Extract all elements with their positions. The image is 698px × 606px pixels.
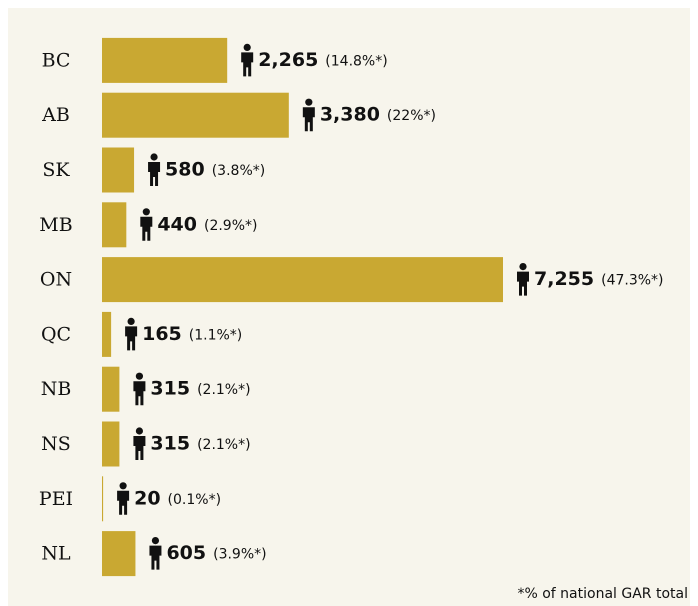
value-label: 2,265 <box>258 49 318 71</box>
value-label: 315 <box>150 433 190 455</box>
bar <box>102 202 127 248</box>
icon-body <box>133 381 146 406</box>
icon-body <box>125 326 138 351</box>
share-label: (3.8%*) <box>212 163 266 179</box>
bar <box>102 476 104 522</box>
icon-head <box>305 98 313 106</box>
share-label: (2.1%*) <box>197 382 251 398</box>
icon-head <box>243 43 251 51</box>
icon-head <box>151 537 160 545</box>
category-label: NB <box>41 378 72 400</box>
share-label: (47.3%*) <box>601 273 663 289</box>
icon-body <box>148 162 161 186</box>
icon-head <box>119 482 127 490</box>
value-label: 165 <box>142 323 182 345</box>
bar <box>102 366 120 412</box>
share-label: (1.1%*) <box>189 327 243 343</box>
person-icon <box>149 537 162 570</box>
icon-body <box>117 490 130 515</box>
person-icon <box>140 208 153 241</box>
icon-body <box>241 52 254 77</box>
category-label: ON <box>40 269 72 291</box>
share-label: (22%*) <box>387 108 436 124</box>
icon-body <box>149 545 162 570</box>
value-label: 20 <box>134 487 160 509</box>
icon-head <box>135 427 144 435</box>
bar <box>102 311 112 357</box>
category-label: PEI <box>39 488 73 510</box>
share-label: (2.1%*) <box>197 437 251 453</box>
bar <box>102 421 120 467</box>
icon-head <box>142 208 150 216</box>
share-label: (14.8%*) <box>325 53 387 69</box>
person-icon <box>133 372 146 406</box>
bar <box>102 531 136 577</box>
category-label: NL <box>41 543 71 565</box>
person-icon <box>125 317 138 351</box>
value-label: 440 <box>157 213 197 235</box>
bar <box>102 92 289 138</box>
share-label: (2.9%*) <box>204 218 257 234</box>
person-icon <box>302 98 315 132</box>
category-label: MB <box>39 214 72 236</box>
icon-head <box>127 317 135 325</box>
person-icon <box>117 482 130 515</box>
icon-body <box>302 107 315 132</box>
share-label: (0.1%*) <box>168 492 222 508</box>
person-icon <box>133 427 146 460</box>
person-icon <box>517 263 529 296</box>
value-label: 580 <box>165 159 205 181</box>
icon-body <box>140 216 153 241</box>
bar <box>102 257 503 303</box>
share-label: (3.9%*) <box>213 547 267 563</box>
icon-head <box>519 263 527 271</box>
person-icon <box>148 153 161 186</box>
bar <box>102 147 135 193</box>
icon-head <box>150 153 158 161</box>
category-label: BC <box>42 49 71 71</box>
value-label: 315 <box>150 378 190 400</box>
person-icon <box>241 43 254 77</box>
category-label: AB <box>41 104 70 126</box>
value-label: 605 <box>166 542 206 564</box>
icon-head <box>135 372 144 380</box>
value-label: 3,380 <box>320 104 380 126</box>
icon-body <box>517 271 529 296</box>
bar <box>102 37 228 83</box>
category-label: SK <box>42 159 70 181</box>
category-label: QC <box>41 323 71 345</box>
value-label: 7,255 <box>534 268 594 290</box>
footnote: *% of national GAR total <box>517 586 688 602</box>
category-label: NS <box>41 433 71 455</box>
icon-body <box>133 436 146 460</box>
